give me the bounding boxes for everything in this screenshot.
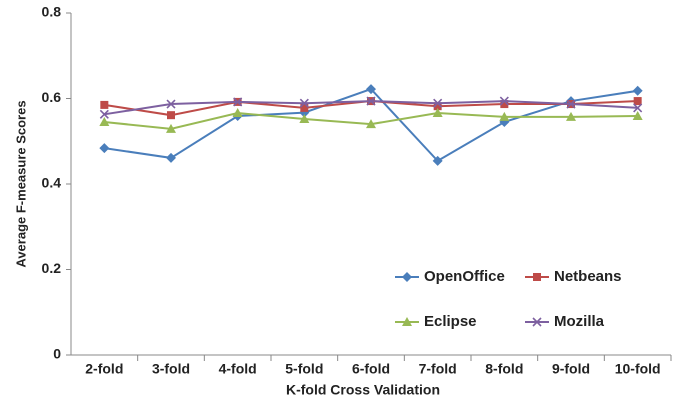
data-point (632, 111, 643, 121)
data-point (566, 99, 576, 109)
data-point (232, 108, 243, 118)
data-point (166, 152, 176, 163)
legend-label: Eclipse (424, 313, 477, 330)
data-point (299, 114, 310, 124)
x-axis-label: K-fold Cross Validation (286, 382, 440, 398)
data-point (632, 85, 643, 96)
y-tick-label: 0.4 (42, 175, 62, 191)
data-point (99, 109, 109, 119)
x-tick-label: 8-fold (485, 361, 523, 377)
data-point (99, 143, 110, 154)
data-point (99, 117, 110, 127)
data-point (366, 119, 376, 129)
data-point (432, 155, 443, 166)
data-point (299, 98, 309, 108)
legend-marker (402, 272, 412, 282)
x-tick-label: 10-fold (615, 361, 661, 377)
x-tick-label: 4-fold (219, 361, 257, 377)
legend-label: OpenOffice (424, 268, 505, 285)
data-point (633, 103, 643, 113)
y-tick-label: 0.8 (42, 4, 62, 20)
data-point (166, 123, 176, 133)
data-point (167, 111, 175, 120)
data-point (366, 84, 376, 95)
y-tick-label: 0.2 (42, 260, 62, 276)
x-tick-label: 7-fold (419, 361, 457, 377)
data-point (566, 111, 576, 121)
legend-label: Mozilla (554, 313, 605, 330)
data-point (432, 108, 443, 118)
x-tick-label: 9-fold (552, 361, 590, 377)
legend-marker (533, 273, 541, 281)
data-point (499, 111, 510, 121)
legend-label: Netbeans (554, 268, 622, 285)
data-point (166, 99, 176, 109)
y-tick-label: 0 (53, 346, 61, 362)
legend-marker (532, 317, 542, 327)
y-axis-label: Average F-measure Scores (13, 100, 28, 267)
x-tick-label: 6-fold (352, 361, 390, 377)
data-point (633, 97, 642, 106)
x-tick-label: 5-fold (285, 361, 323, 377)
x-tick-label: 2-fold (85, 361, 123, 377)
data-point (433, 98, 443, 108)
y-tick-label: 0.6 (42, 89, 62, 105)
x-tick-label: 3-fold (152, 361, 190, 377)
legend-marker (402, 317, 412, 326)
data-point (366, 96, 376, 106)
data-point (233, 97, 243, 107)
data-point (499, 96, 509, 106)
data-point (100, 100, 109, 109)
